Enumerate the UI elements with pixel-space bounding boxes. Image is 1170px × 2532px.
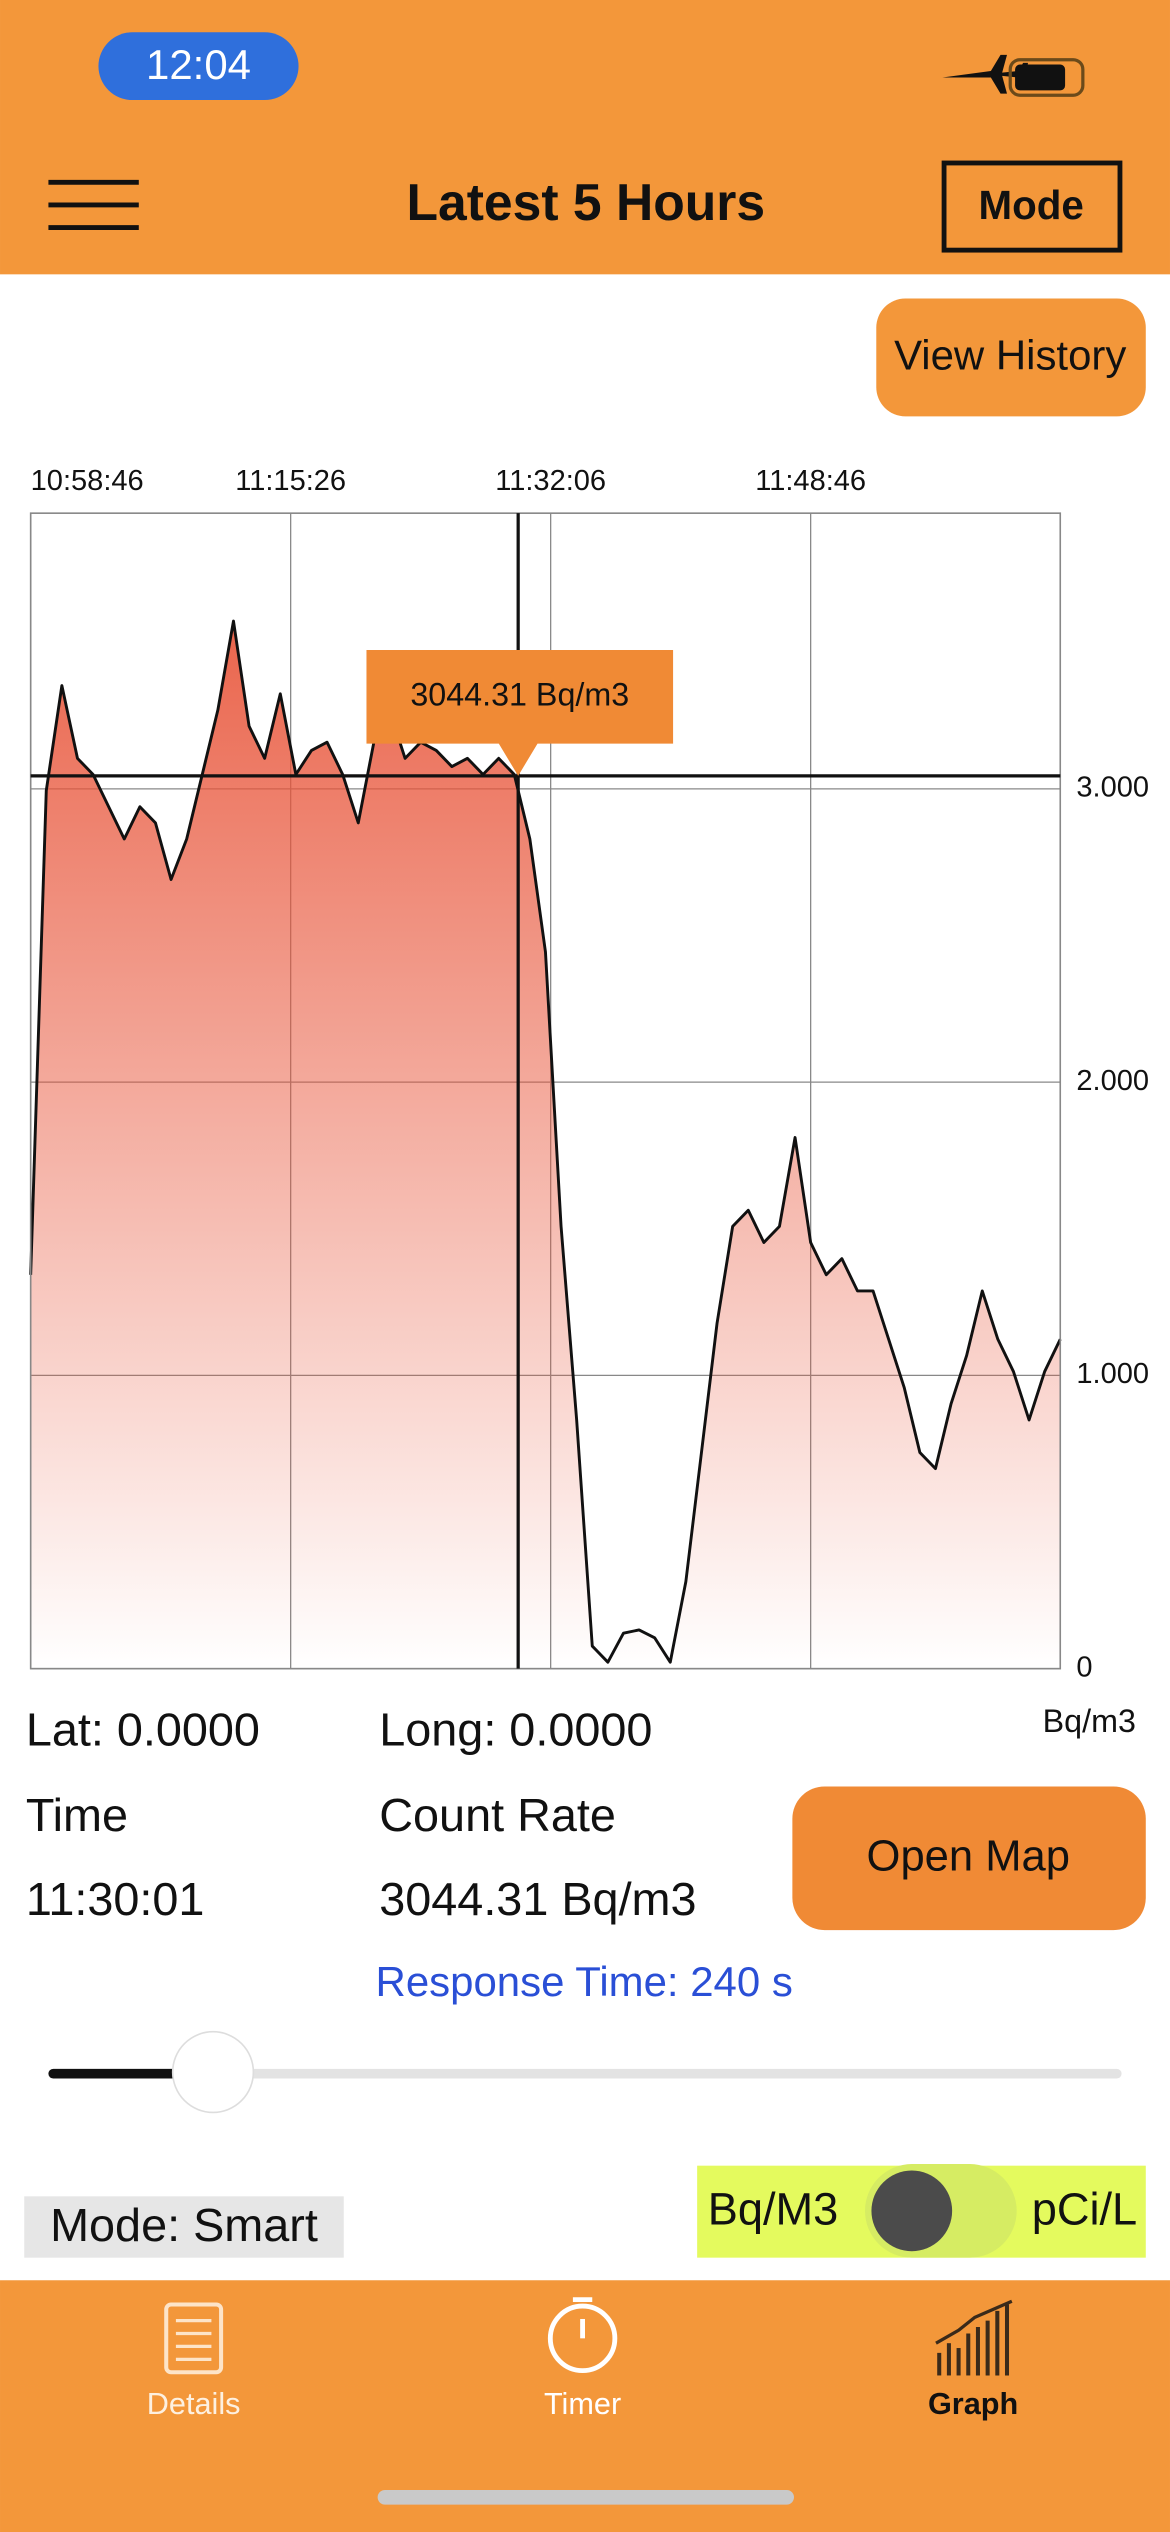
- tab-label: Graph: [928, 2387, 1018, 2421]
- chart: 0 1.000 2.000 3.000 10:58:46 11:15:26 11:32:06…: [29, 465, 1149, 1683]
- tooltip-label: 3044.31 Bq/m3: [410, 676, 629, 712]
- tooltip: [366, 649, 674, 776]
- open-map-label: Open Map: [867, 1833, 1070, 1881]
- slider[interactable]: [48, 2030, 1122, 2114]
- tab-timer[interactable]: Timer: [544, 2297, 621, 2422]
- battery-level: [1015, 64, 1066, 91]
- open-map-button[interactable]: Open Map: [792, 1786, 1146, 1931]
- y-tick-label: 0: [1076, 1651, 1092, 1683]
- menu-button[interactable]: [48, 179, 139, 230]
- airplane-icon: [942, 54, 1028, 94]
- lat: Lat: 0.0000: [26, 1704, 260, 1756]
- response-time: Response Time: 240 s: [376, 1958, 793, 2005]
- count-rate-label: Count Rate: [379, 1789, 616, 1841]
- mode-button-label: Mode: [979, 182, 1084, 228]
- count-rate-value: 3044.31 Bq/m3: [379, 1873, 696, 1925]
- unit-left: Bq/M3: [708, 2183, 839, 2234]
- x-tick-label: 11:48:46: [755, 465, 866, 497]
- y-tick-label: 2.000: [1076, 1065, 1149, 1097]
- nav-title: Latest 5 Hours: [407, 173, 766, 231]
- time-label: Time: [26, 1789, 128, 1841]
- time-value: 11:30:01: [26, 1873, 205, 1925]
- tab-label: Timer: [544, 2387, 621, 2421]
- mode-label-bg: [24, 2196, 344, 2258]
- tab-details[interactable]: Details: [147, 2302, 241, 2421]
- tab-graph[interactable]: Graph: [928, 2299, 1018, 2421]
- y-unit: Bq/m3: [1043, 1703, 1136, 1739]
- status-time: 12:04: [146, 41, 251, 88]
- y-tick-label: 1.000: [1076, 1358, 1149, 1390]
- area-fill: [30, 621, 1061, 1669]
- view-history-label: View History: [894, 331, 1126, 378]
- mode-button[interactable]: Mode: [941, 160, 1123, 253]
- x-tick-label: 10:58:46: [31, 465, 144, 497]
- long: Long: 0.0000: [379, 1704, 652, 1756]
- battery: [1008, 58, 1085, 97]
- view-history-button[interactable]: View History: [876, 298, 1146, 417]
- tab-label: Details: [147, 2387, 241, 2421]
- x-tick-label: 11:32:06: [495, 465, 606, 497]
- x-tick-label: 11:15:26: [235, 465, 346, 497]
- mode-label: Mode: Smart: [50, 2199, 318, 2251]
- plot-border: [29, 512, 1062, 1670]
- home-indicator: [377, 2490, 794, 2505]
- unit-switch[interactable]: [864, 2164, 1017, 2258]
- y-tick-label: 3.000: [1076, 772, 1149, 804]
- time-pill: [98, 32, 299, 101]
- unit-right: pCi/L: [1032, 2183, 1137, 2234]
